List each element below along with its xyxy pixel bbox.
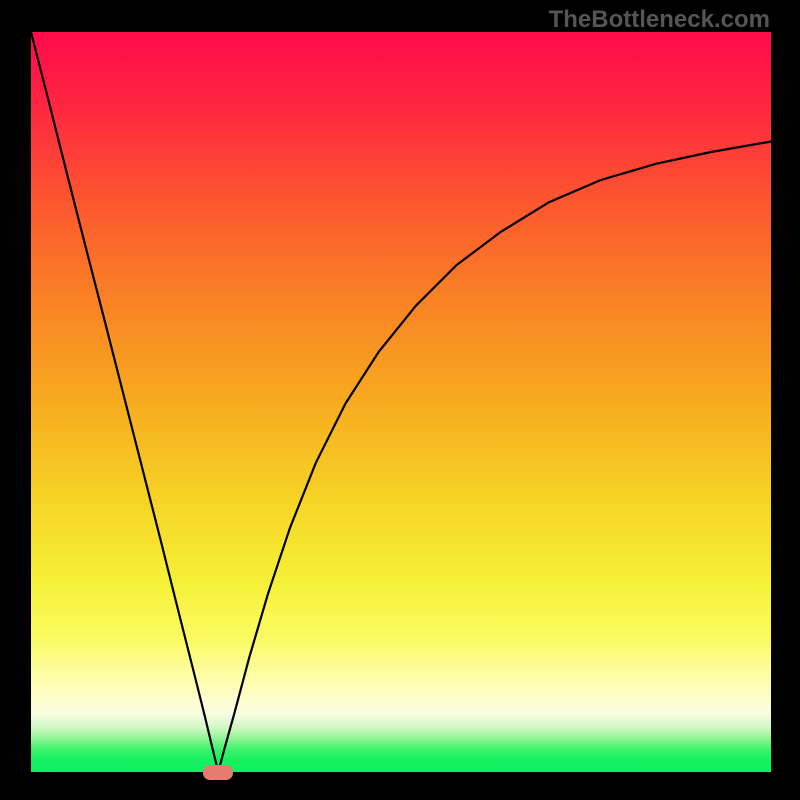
chart-container: TheBottleneck.com	[0, 0, 800, 800]
watermark-text: TheBottleneck.com	[549, 6, 770, 34]
plot-area	[31, 32, 771, 772]
optimum-marker	[203, 765, 233, 780]
